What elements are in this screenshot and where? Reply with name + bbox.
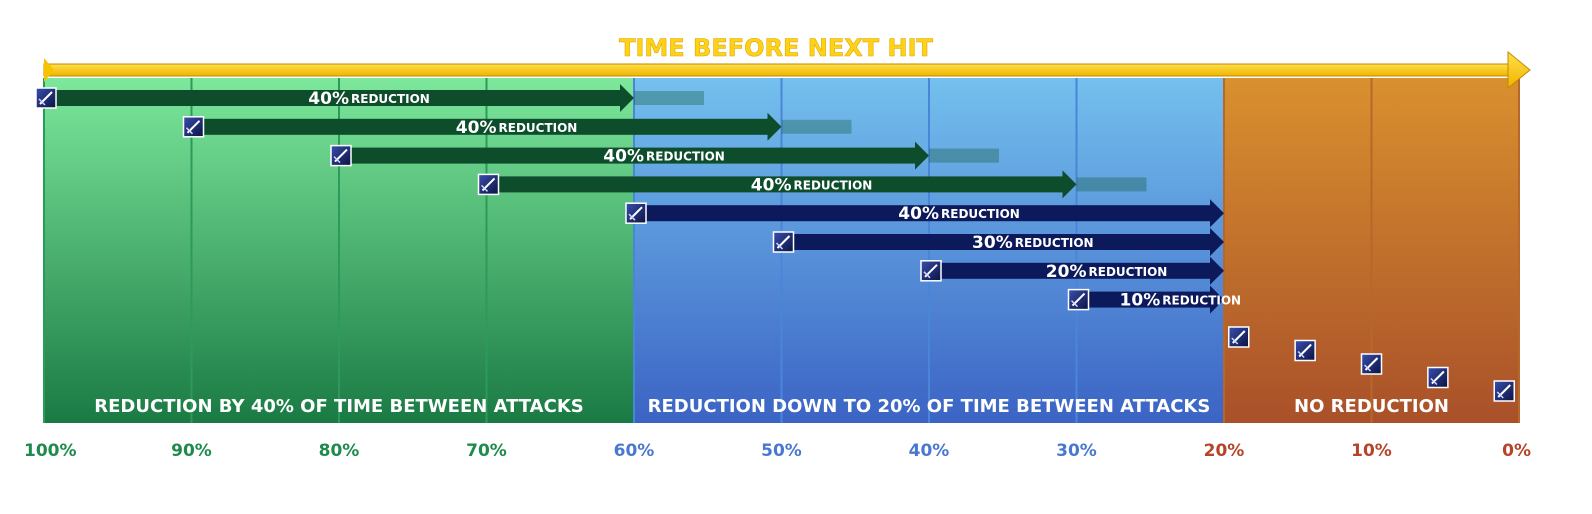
reduction-label: REDUCTION — [941, 207, 1020, 221]
reduction-label: REDUCTION — [646, 150, 725, 164]
tick-label: 50% — [761, 441, 802, 461]
sword-icon — [772, 231, 795, 253]
tick-label: 10% — [1351, 441, 1392, 461]
tick-label: 100% — [24, 441, 77, 461]
reduction-arrow: 40% REDUCTION — [477, 170, 1147, 199]
sword-icon — [625, 202, 647, 224]
reduction-arrow: 20% REDUCTION — [920, 256, 1224, 285]
reduction-arrow: 30% REDUCTION — [772, 228, 1224, 256]
tick-label: 0% — [1502, 441, 1531, 461]
sword-icon — [1294, 339, 1316, 362]
reduction-label: REDUCTION — [794, 178, 873, 192]
sword-icon — [1427, 366, 1449, 389]
tick-label: 60% — [614, 441, 655, 461]
reduction-arrow: 40% REDUCTION — [625, 199, 1224, 228]
tick-label: 20% — [1204, 441, 1245, 461]
sword-icon — [1067, 288, 1090, 311]
diagram-title: TIME BEFORE NEXT HIT — [619, 34, 933, 62]
zone-label: REDUCTION DOWN TO 20% OF TIME BETWEEN AT… — [648, 396, 1211, 417]
reduction-pct: 20% — [1046, 262, 1087, 282]
tick-label: 90% — [171, 441, 212, 461]
sword-icon — [1228, 326, 1250, 348]
tick-label: 80% — [319, 441, 360, 461]
reduction-pct: 40% — [456, 118, 497, 138]
sword-icon — [920, 260, 942, 282]
reduction-arrow: 10% REDUCTION — [1067, 285, 1241, 314]
tick-label: 70% — [466, 441, 507, 461]
reduction-pct: 40% — [308, 89, 349, 109]
reduction-pct: 30% — [972, 233, 1013, 253]
reduction-pct: 40% — [751, 175, 792, 195]
reduction-pct: 40% — [603, 147, 644, 167]
reduction-pct: 10% — [1120, 291, 1161, 311]
sword-icon — [35, 87, 57, 109]
reduction-label: REDUCTION — [351, 92, 430, 106]
reduction-pct: 40% — [898, 204, 939, 224]
zone-label: REDUCTION BY 40% OF TIME BETWEEN ATTACKS — [94, 396, 583, 417]
reduction-arrow: 40% REDUCTION — [182, 112, 852, 141]
reduction-arrow: 40% REDUCTION — [330, 141, 999, 170]
sword-icon — [330, 144, 352, 167]
sword-icon — [1360, 353, 1383, 375]
sword-icon — [477, 173, 500, 196]
zone-label: NO REDUCTION — [1294, 396, 1449, 417]
reduction-arrow: 40% REDUCTION — [35, 84, 704, 112]
time-axis-arrow — [43, 50, 1531, 90]
reduction-label: REDUCTION — [499, 121, 578, 135]
sword-icon — [1493, 380, 1515, 402]
reduction-label: REDUCTION — [1089, 265, 1168, 279]
reduction-label: REDUCTION — [1162, 294, 1241, 308]
sword-icon — [182, 116, 205, 138]
tick-label: 30% — [1056, 441, 1097, 461]
tick-label: 40% — [909, 441, 950, 461]
reduction-label: REDUCTION — [1015, 236, 1094, 250]
